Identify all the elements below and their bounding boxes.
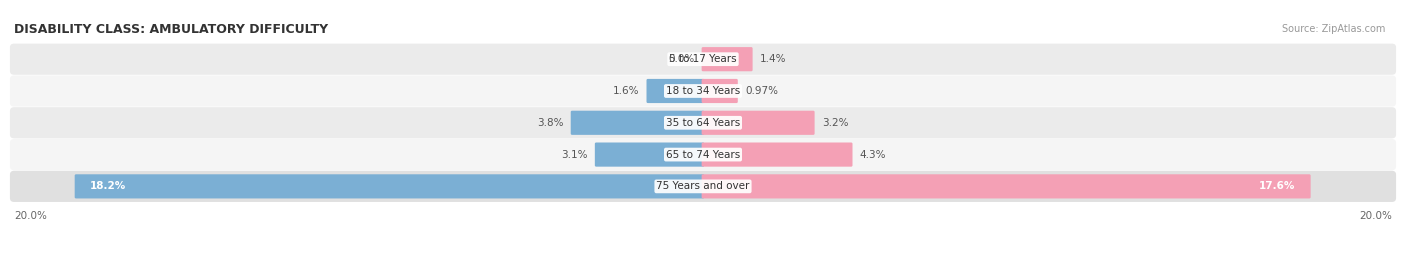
Text: 17.6%: 17.6% [1260,181,1295,191]
FancyBboxPatch shape [75,174,704,199]
FancyBboxPatch shape [702,79,738,103]
Text: 75 Years and over: 75 Years and over [657,181,749,191]
Text: 4.3%: 4.3% [859,150,886,159]
Text: 18.2%: 18.2% [90,181,127,191]
FancyBboxPatch shape [10,171,1396,202]
Text: 1.6%: 1.6% [613,86,640,96]
Text: 5 to 17 Years: 5 to 17 Years [669,54,737,64]
Text: DISABILITY CLASS: AMBULATORY DIFFICULTY: DISABILITY CLASS: AMBULATORY DIFFICULTY [14,23,328,36]
Text: 20.0%: 20.0% [14,211,46,221]
FancyBboxPatch shape [702,143,852,167]
FancyBboxPatch shape [647,79,704,103]
Text: 65 to 74 Years: 65 to 74 Years [666,150,740,159]
FancyBboxPatch shape [10,44,1396,75]
FancyBboxPatch shape [10,139,1396,170]
Text: Source: ZipAtlas.com: Source: ZipAtlas.com [1281,24,1385,34]
Text: 3.8%: 3.8% [537,118,564,128]
Text: 18 to 34 Years: 18 to 34 Years [666,86,740,96]
Text: 3.2%: 3.2% [823,118,848,128]
Text: 0.97%: 0.97% [745,86,778,96]
FancyBboxPatch shape [10,107,1396,138]
Text: 0.0%: 0.0% [668,54,695,64]
FancyBboxPatch shape [595,143,704,167]
FancyBboxPatch shape [702,47,752,71]
Text: 35 to 64 Years: 35 to 64 Years [666,118,740,128]
Text: 20.0%: 20.0% [1360,211,1392,221]
Text: 3.1%: 3.1% [561,150,588,159]
FancyBboxPatch shape [10,75,1396,107]
FancyBboxPatch shape [702,174,1310,199]
FancyBboxPatch shape [571,111,704,135]
Text: 1.4%: 1.4% [759,54,786,64]
FancyBboxPatch shape [702,111,814,135]
